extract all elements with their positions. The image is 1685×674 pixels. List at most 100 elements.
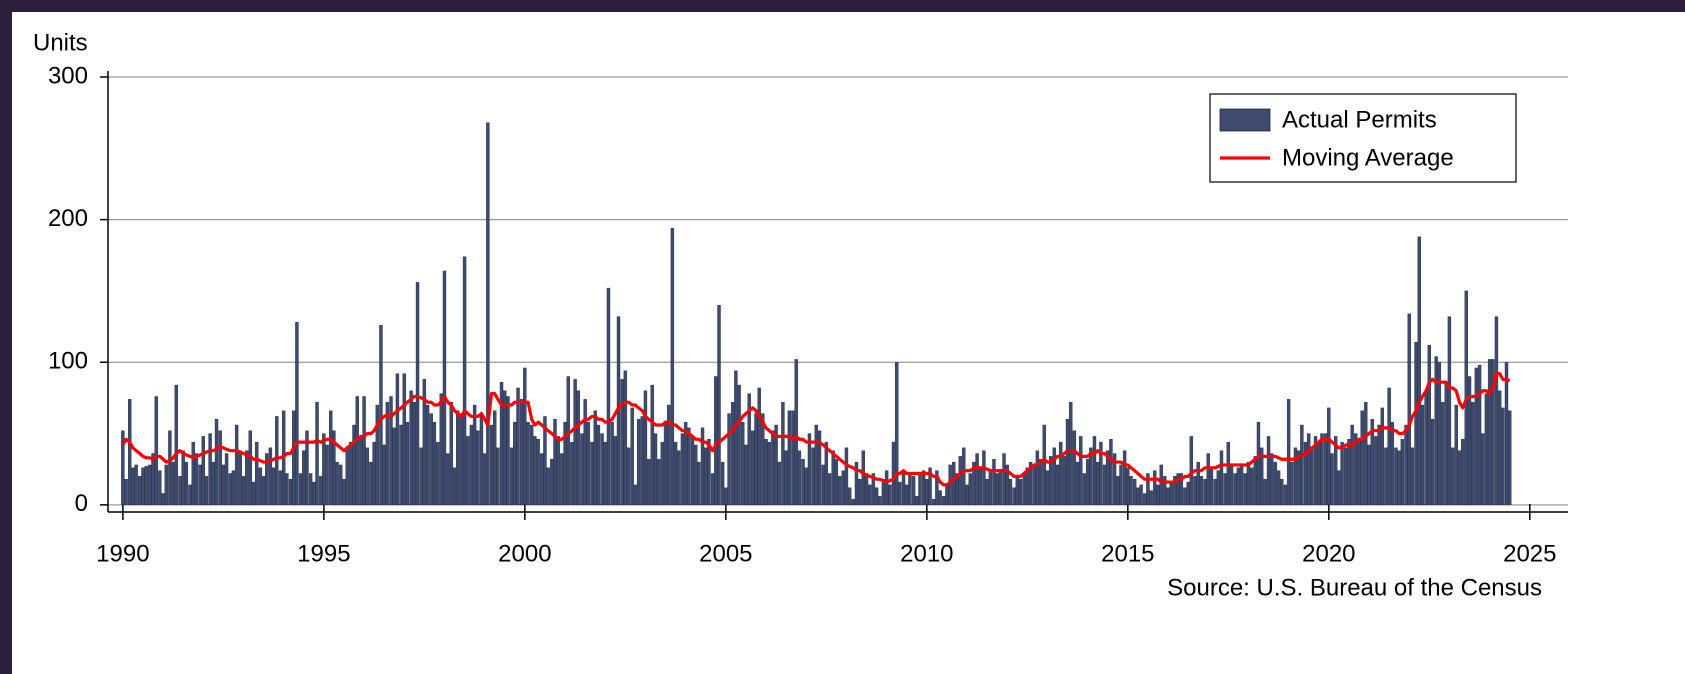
bar xyxy=(1340,441,1344,506)
bar xyxy=(121,430,125,506)
bar xyxy=(1370,419,1374,506)
bar xyxy=(898,481,902,506)
bar xyxy=(479,416,484,506)
bar xyxy=(741,421,745,506)
bar xyxy=(1035,450,1040,506)
bar xyxy=(395,373,400,506)
bar xyxy=(1062,456,1067,506)
bar xyxy=(844,447,849,506)
y-tick-label: 200 xyxy=(48,205,88,232)
bar xyxy=(881,478,886,506)
bar xyxy=(234,424,239,506)
bar xyxy=(1075,461,1080,506)
bar xyxy=(834,459,839,506)
bar xyxy=(345,447,349,506)
bar xyxy=(211,461,216,506)
bar xyxy=(1384,447,1388,506)
bar xyxy=(787,410,792,506)
bar xyxy=(251,481,256,506)
bar xyxy=(982,450,986,506)
bar xyxy=(928,467,932,506)
bar xyxy=(1420,404,1425,506)
bar xyxy=(191,441,195,506)
bar xyxy=(1179,473,1183,506)
bar xyxy=(955,473,959,506)
bar xyxy=(355,396,359,506)
bar xyxy=(586,421,591,506)
bar xyxy=(419,447,423,506)
bar xyxy=(1018,478,1023,506)
bar xyxy=(650,384,654,506)
bar xyxy=(1226,441,1231,506)
bar xyxy=(442,270,447,506)
bar xyxy=(389,396,393,506)
bar xyxy=(992,459,996,506)
bar xyxy=(1357,439,1361,506)
bar xyxy=(968,473,972,506)
x-tick-label: 2015 xyxy=(1101,540,1154,567)
x-tick-label: 1990 xyxy=(96,540,149,567)
bar xyxy=(1323,433,1328,506)
bar xyxy=(1015,476,1019,506)
bar xyxy=(1052,447,1056,506)
bar xyxy=(1065,419,1070,506)
bar xyxy=(905,484,909,506)
bar xyxy=(208,433,212,506)
bar xyxy=(292,410,296,506)
bar xyxy=(184,461,189,506)
bar xyxy=(962,447,966,506)
bar xyxy=(1290,461,1294,506)
bar xyxy=(831,450,835,506)
bar xyxy=(640,416,644,506)
bar xyxy=(680,433,685,506)
bar xyxy=(1481,433,1485,506)
bar xyxy=(1440,401,1445,506)
bar xyxy=(814,424,818,506)
bar xyxy=(667,404,671,506)
bar xyxy=(891,441,896,506)
bar xyxy=(596,424,601,506)
bar xyxy=(526,421,530,506)
bar xyxy=(339,464,343,506)
bar xyxy=(1437,362,1442,506)
bar xyxy=(677,450,681,506)
bar xyxy=(1471,401,1475,506)
bar xyxy=(543,416,547,506)
bar xyxy=(730,401,735,506)
x-tick-label: 1995 xyxy=(297,540,350,567)
bar xyxy=(915,496,919,506)
bar xyxy=(925,478,929,506)
bar xyxy=(995,473,999,506)
bar xyxy=(737,384,741,506)
bar xyxy=(714,376,718,506)
bar xyxy=(168,430,172,506)
bar xyxy=(626,447,631,506)
bar xyxy=(553,419,557,506)
bar xyxy=(687,427,691,506)
bar xyxy=(576,390,581,506)
bar xyxy=(385,401,390,506)
bar xyxy=(1106,450,1110,506)
bar xyxy=(945,484,949,506)
bar xyxy=(1048,456,1053,506)
bar xyxy=(493,410,497,506)
bar xyxy=(124,478,128,506)
bar xyxy=(958,456,962,506)
bar xyxy=(174,384,179,506)
bar xyxy=(1012,487,1016,506)
bar xyxy=(683,421,688,506)
bar xyxy=(1139,484,1143,506)
bar xyxy=(399,424,403,506)
bar xyxy=(1434,356,1438,506)
bar xyxy=(1263,478,1268,506)
bar xyxy=(1092,436,1097,506)
bar xyxy=(811,447,815,506)
bar xyxy=(1095,461,1100,506)
bar xyxy=(1239,464,1244,506)
bar xyxy=(700,427,705,506)
bar xyxy=(224,453,229,506)
bar xyxy=(1213,478,1217,506)
bar xyxy=(422,379,427,506)
bar xyxy=(1296,450,1301,506)
bar xyxy=(1444,382,1448,506)
